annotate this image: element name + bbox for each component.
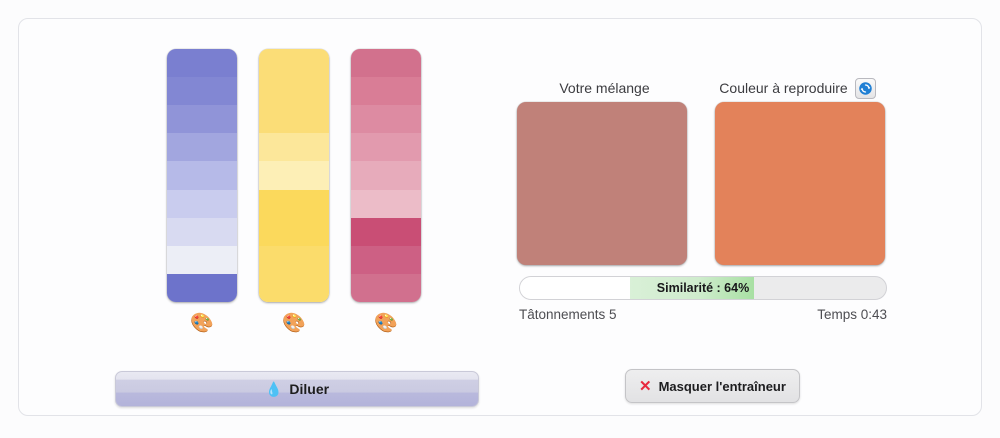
paint-band[interactable]: [167, 77, 237, 106]
water-drop-icon: 💧: [264, 381, 283, 397]
paint-band[interactable]: [351, 189, 421, 218]
target-color-swatch: [715, 102, 885, 265]
similarity-bar-empty: [520, 277, 630, 299]
paint-band[interactable]: [259, 273, 329, 302]
paint-band[interactable]: [259, 245, 329, 274]
paint-band[interactable]: [259, 105, 329, 134]
paint-band[interactable]: [351, 105, 421, 134]
mix-swatch-title: Votre mélange: [559, 80, 650, 96]
hide-trainer-button[interactable]: ✕ Masquer l'entraîneur: [625, 369, 800, 403]
your-mix-swatch: [517, 102, 687, 265]
paint-band[interactable]: [167, 49, 237, 78]
stats-row: Tâtonnements 5 Temps 0:43: [519, 307, 887, 322]
refresh-target-color-button[interactable]: [854, 77, 876, 99]
paint-band[interactable]: [167, 189, 237, 218]
paint-band[interactable]: [167, 161, 237, 190]
artist-palette-icon[interactable]: 🎨: [190, 313, 214, 334]
hide-trainer-label: Masquer l'entraîneur: [658, 378, 786, 394]
paint-band[interactable]: [351, 161, 421, 190]
similarity-progress-bar: Similarité : 64%: [519, 276, 887, 300]
paint-band[interactable]: [167, 273, 237, 302]
blue-paint-column[interactable]: [167, 49, 237, 302]
palette-icons-row: 🎨 🎨 🎨: [99, 311, 479, 337]
paint-mixer-panel: 🎨 🎨 🎨 💧 Diluer: [99, 49, 479, 409]
paint-band[interactable]: [351, 133, 421, 162]
paint-band[interactable]: [259, 49, 329, 78]
app-frame: 🎨 🎨 🎨 💧 Diluer Votre mélange Couleur à rep…: [18, 18, 982, 416]
refresh-icon: [858, 81, 872, 95]
result-panel: Votre mélange Couleur à reproduire: [517, 49, 897, 409]
pink-paint-column[interactable]: [351, 49, 421, 302]
paint-band[interactable]: [259, 133, 329, 162]
paint-band[interactable]: [351, 77, 421, 106]
paint-band[interactable]: [259, 217, 329, 246]
dilute-button-label: Diluer: [289, 381, 330, 397]
paint-band[interactable]: [167, 105, 237, 134]
similarity-bar-fill: [629, 277, 755, 299]
similarity-label: Similarité : 64%: [656, 281, 750, 295]
yellow-paint-column[interactable]: [259, 49, 329, 302]
artist-palette-icon[interactable]: 🎨: [282, 313, 306, 334]
artist-palette-icon[interactable]: 🎨: [374, 313, 398, 334]
paint-band[interactable]: [351, 245, 421, 274]
target-swatch-header: Couleur à reproduire: [710, 76, 885, 100]
paint-band[interactable]: [167, 217, 237, 246]
attempts-counter: Tâtonnements 5: [519, 307, 617, 322]
target-swatch-title: Couleur à reproduire: [719, 80, 848, 96]
dilute-button[interactable]: 💧 Diluer: [115, 371, 479, 407]
swatch-headers-row: Votre mélange Couleur à reproduire: [517, 76, 897, 100]
paint-band[interactable]: [167, 245, 237, 274]
paint-band[interactable]: [259, 189, 329, 218]
swatch-comparison-row: [517, 102, 897, 266]
paint-band[interactable]: [351, 49, 421, 78]
paint-band[interactable]: [351, 273, 421, 302]
paint-band[interactable]: [259, 161, 329, 190]
paint-band[interactable]: [351, 217, 421, 246]
elapsed-time: Temps 0:43: [817, 307, 887, 322]
paint-band[interactable]: [167, 133, 237, 162]
paint-band[interactable]: [259, 77, 329, 106]
mix-swatch-header: Votre mélange: [517, 76, 692, 100]
close-x-icon: ✕: [639, 377, 652, 395]
paint-columns-group: [99, 49, 479, 309]
